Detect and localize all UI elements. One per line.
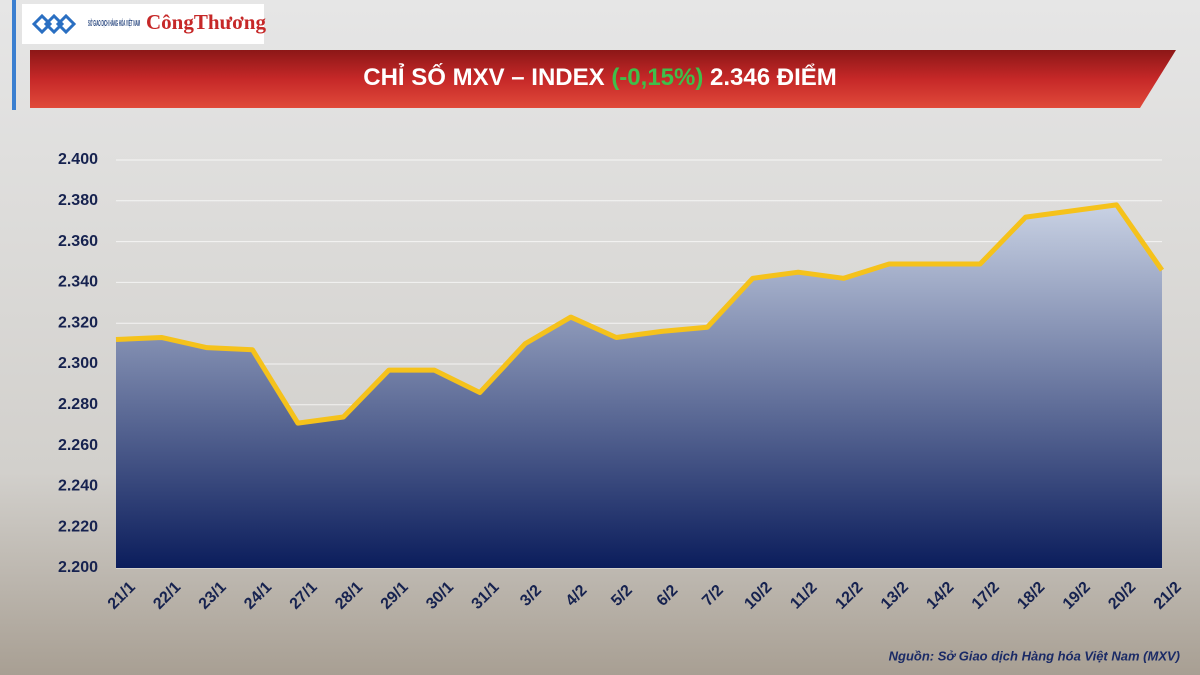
y-tick-label: 2.380 bbox=[58, 192, 98, 209]
title-banner bbox=[30, 50, 1176, 108]
brand: CôngThương bbox=[146, 10, 266, 34]
y-tick-label: 2.280 bbox=[58, 396, 98, 413]
y-tick-label: 2.260 bbox=[58, 437, 98, 454]
y-tick-label: 2.200 bbox=[58, 559, 98, 576]
y-tick-label: 2.360 bbox=[58, 233, 98, 250]
logo-icon bbox=[31, 13, 77, 35]
y-tick-label: 2.300 bbox=[58, 355, 98, 372]
line bbox=[115, 202, 1165, 426]
title-current: 2.346 ĐIỂM bbox=[710, 63, 837, 91]
logo-text: SỞ GIAO DỊCH HÀNG HÓA VIỆT NAM bbox=[88, 19, 140, 28]
y-tick-label: 2.320 bbox=[58, 314, 98, 331]
title-main: CHỈ SỐ MXV – INDEX bbox=[363, 62, 604, 91]
y-tick-label: 2.400 bbox=[58, 151, 98, 168]
chart-title: CHỈ SỐ MXV – INDEX (-0,15%) 2.346 ĐIỂM bbox=[363, 62, 837, 91]
y-tick-label: 2.240 bbox=[58, 478, 98, 495]
source-note: Nguồn: Sở Giao dịch Hàng hóa Việt Nam (M… bbox=[889, 648, 1180, 663]
y-tick-label: 2.220 bbox=[58, 518, 98, 535]
accent-bar bbox=[12, 0, 16, 110]
area-fill bbox=[116, 204, 1162, 568]
y-tick-label: 2.340 bbox=[58, 274, 98, 291]
title-change: (-0,15%) bbox=[611, 64, 703, 91]
